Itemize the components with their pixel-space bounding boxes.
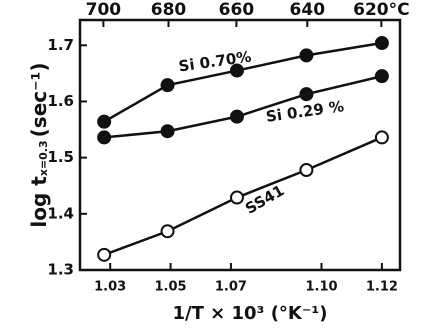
y-tick-label: 1.5 xyxy=(47,148,74,166)
x-tick-label: 1.10 xyxy=(305,280,337,295)
y-label-unit: (sec⁻¹) xyxy=(27,62,51,137)
x2-tick-label: 660 xyxy=(219,0,255,20)
data-point xyxy=(97,114,112,129)
y-tick-label: 1.3 xyxy=(47,261,74,279)
data-point xyxy=(97,247,112,262)
data-point xyxy=(97,130,112,145)
x-tick-label: 1.03 xyxy=(94,280,126,295)
data-point xyxy=(160,124,175,139)
data-point xyxy=(229,109,244,124)
data-point xyxy=(229,63,244,78)
data-point xyxy=(374,130,389,145)
series-label: Si 0.29 % xyxy=(265,97,345,126)
data-point xyxy=(374,36,389,51)
plot-frame xyxy=(78,18,402,272)
x2-tick-label: 680 xyxy=(151,0,187,20)
x-tick-label: 1.05 xyxy=(155,280,187,295)
data-point xyxy=(299,87,314,102)
data-point xyxy=(160,78,175,93)
data-point xyxy=(374,69,389,84)
y-label-sub: x=0.3 xyxy=(37,140,50,176)
x-axis-label: 1/T × 10³ (°K⁻¹) xyxy=(173,303,328,324)
x2-tick-label: 640 xyxy=(290,0,326,20)
data-point xyxy=(229,190,244,205)
x2-tick-label: 700 xyxy=(86,0,122,20)
y-tick-label: 1.7 xyxy=(47,36,74,54)
data-point xyxy=(299,163,314,177)
x-tick-label: 1.07 xyxy=(215,280,247,295)
y-axis-label: log tx=0.3 (sec⁻¹) xyxy=(27,62,51,227)
y-label-main: log t xyxy=(27,176,51,228)
data-point xyxy=(299,48,314,63)
y-tick-label: 1.4 xyxy=(47,204,74,222)
y-tick-label: 1.6 xyxy=(47,92,74,110)
data-point xyxy=(160,224,175,239)
x-tick-label: 1.12 xyxy=(366,280,398,295)
x2-tick-label: 620°C xyxy=(353,0,409,20)
